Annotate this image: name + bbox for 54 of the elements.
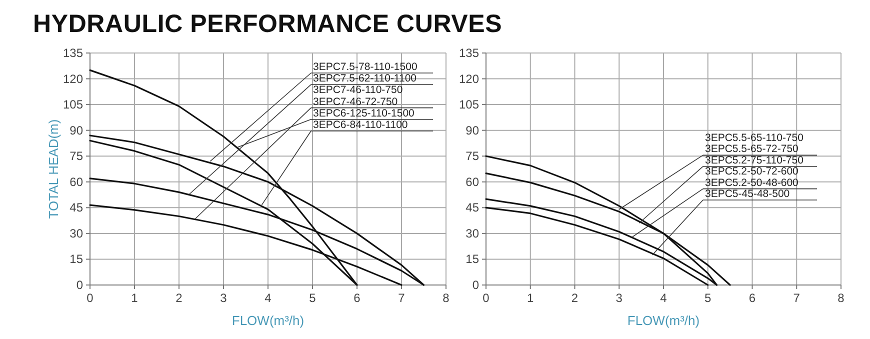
annotation: 3EPC7-46-72-750 — [313, 96, 398, 108]
annotation: 3EPC7.5-62-110-1100 — [313, 72, 417, 85]
annotation: 3EPC5-45-48-500 — [705, 188, 790, 200]
x-tick-label: 6 — [354, 291, 361, 305]
y-tick-label: 60 — [70, 174, 84, 189]
y-tick-label: 45 — [70, 200, 84, 215]
y-tick-label: 0 — [76, 278, 84, 292]
x-tick-label: 8 — [442, 291, 450, 305]
annotation: 3EPC5.5-65-110-750 — [705, 132, 804, 144]
annotation: 3EPC7-46-110-750 — [313, 84, 403, 96]
y-tick-label: 105 — [62, 98, 84, 112]
x-tick-label: 5 — [704, 291, 712, 305]
y-tick-label: 120 — [62, 72, 84, 86]
annotation: 3EPC7.5-78-110-1500 — [313, 61, 418, 73]
x-tick-label: 3 — [616, 291, 623, 305]
annotation: 3EPC6-84-110-1100 — [313, 119, 408, 131]
x-tick-label: 8 — [838, 291, 845, 305]
annotation: 3EPC6-125-110-1500 — [313, 107, 415, 120]
annotation: 3EPC5.2-50-48-600 — [705, 176, 799, 189]
y-tick-label: 60 — [466, 174, 480, 189]
x-tick-label: 1 — [131, 291, 138, 305]
y-tick-label: 120 — [458, 72, 480, 86]
y-tick-label: 15 — [70, 252, 84, 266]
y-tick-label: 30 — [70, 226, 84, 240]
x-tick-label: 7 — [793, 291, 800, 305]
y-tick-label: 15 — [466, 252, 480, 266]
x-tick-label: 1 — [527, 291, 534, 305]
annotation: 3EPC5.5-65-72-750 — [705, 143, 799, 156]
chart-title: HYDRAULIC PERFORMANCE CURVES — [33, 10, 502, 38]
x-axis-title: FLOW(m³/h) — [232, 313, 304, 328]
x-tick-label: 5 — [309, 291, 316, 305]
x-tick-label: 4 — [660, 291, 668, 305]
y-tick-label: 135 — [62, 46, 84, 60]
x-tick-label: 3 — [220, 291, 228, 305]
x-tick-label: 0 — [86, 291, 94, 305]
x-axis-title: FLOW(m³/h) — [627, 313, 700, 328]
y-tick-label: 75 — [466, 149, 480, 164]
annotation: 3EPC5.2-75-110-750 — [705, 154, 804, 166]
y-tick-label: 90 — [70, 123, 84, 138]
x-tick-label: 0 — [482, 291, 490, 305]
x-tick-label: 2 — [571, 291, 578, 305]
y-tick-label: 105 — [458, 98, 480, 112]
x-tick-label: 6 — [748, 291, 756, 305]
y-tick-label: 90 — [466, 123, 480, 138]
x-tick-label: 2 — [176, 291, 183, 305]
x-tick-label: 4 — [264, 291, 272, 305]
y-tick-label: 75 — [70, 149, 84, 164]
y-tick-label: 30 — [466, 226, 480, 240]
annotation: 3EPC5.2-50-72-600 — [705, 166, 799, 178]
y-tick-label: 135 — [458, 46, 480, 60]
y-tick-label: 45 — [466, 200, 480, 215]
x-tick-label: 7 — [398, 291, 406, 305]
y-axis-title: TOTAL HEAD(m) — [46, 119, 61, 219]
y-tick-label: 0 — [472, 278, 480, 292]
